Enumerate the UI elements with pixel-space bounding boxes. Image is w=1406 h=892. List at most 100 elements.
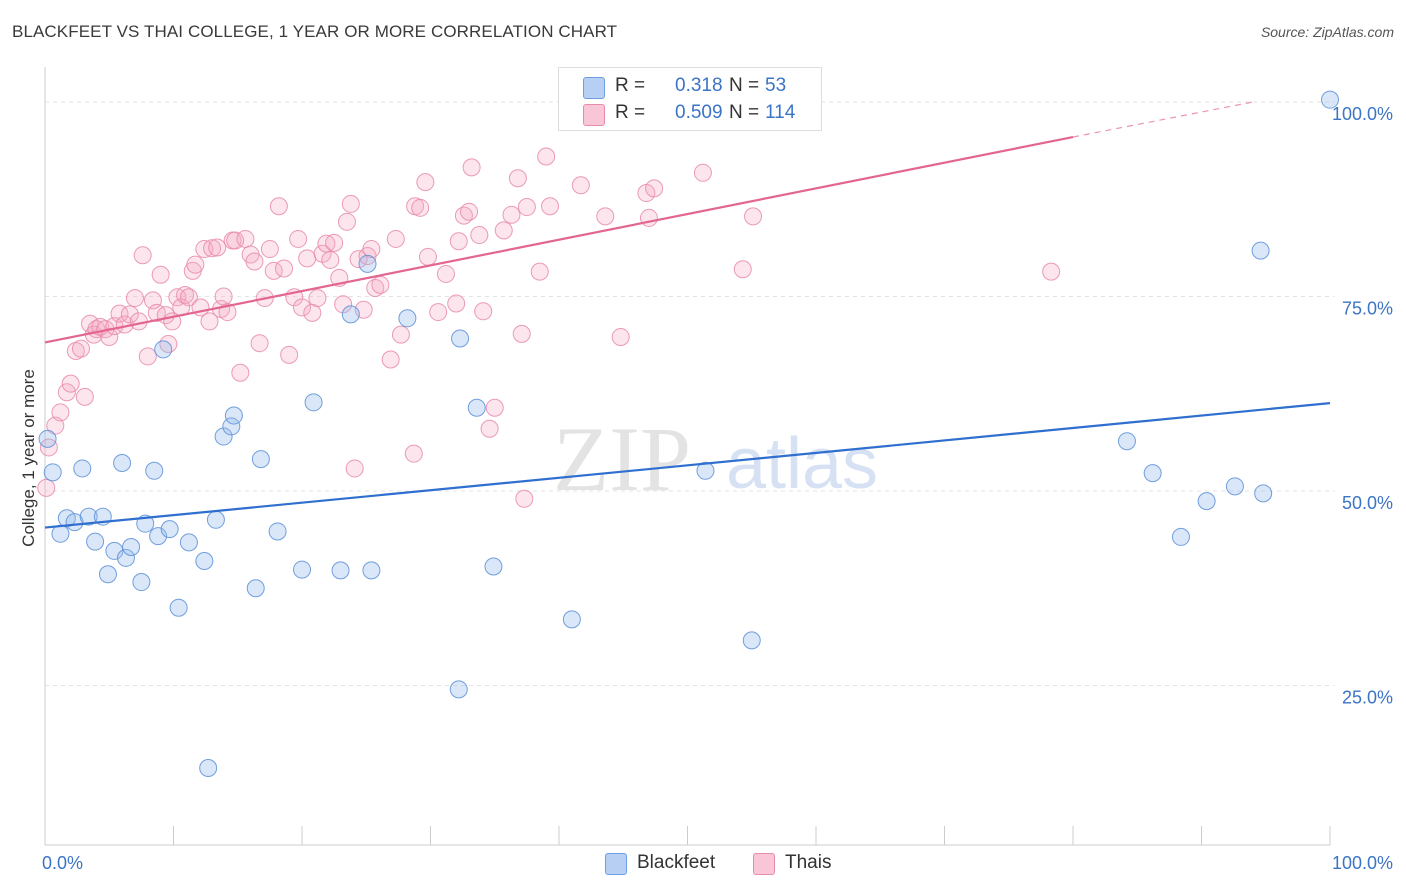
blackfeet-point [79, 507, 98, 526]
blackfeet-point [43, 463, 62, 482]
blackfeet-point [341, 305, 360, 324]
thais-point [200, 312, 219, 331]
thais-point [133, 246, 152, 265]
thais-point [275, 259, 294, 278]
blackfeet-point [1171, 527, 1190, 546]
thais-point [571, 176, 590, 195]
blackfeet-point [98, 565, 117, 584]
thais-point [51, 403, 70, 422]
thais-point [125, 289, 144, 308]
blackfeet-point [331, 561, 350, 580]
blackfeet-point [293, 560, 311, 579]
blackfeet-point [214, 427, 233, 446]
blackfeet-point [38, 429, 57, 448]
legend-n-label: N = [729, 102, 760, 123]
blackfeet-point [398, 309, 417, 328]
thais-point [460, 202, 479, 221]
thais-point [203, 239, 222, 258]
thais-point [418, 247, 437, 266]
thais-point [611, 327, 630, 346]
blackfeet-point [179, 533, 198, 552]
thais-point [447, 294, 466, 313]
thais-point [151, 265, 170, 284]
thais-point [195, 240, 214, 259]
thais-point [269, 197, 288, 216]
stats-legend: R = 0.318 N = 53 R = 0.509 N = 114 [558, 67, 822, 131]
thais-trend-line [44, 135, 1074, 344]
thais-point [293, 298, 311, 317]
blackfeet-point [105, 541, 124, 560]
thais-point [530, 262, 549, 281]
blackfeet-point [1225, 477, 1244, 496]
thais-point [494, 221, 513, 240]
blackfeet-point [199, 758, 218, 777]
axes-layer [44, 67, 1331, 846]
series-label-blackfeet: Blackfeet [637, 852, 716, 873]
thais-point [436, 264, 455, 283]
thais-point [508, 169, 527, 188]
thais-point [120, 305, 139, 324]
blackfeet-point [246, 579, 265, 598]
thais-point [325, 233, 344, 252]
thais-point [179, 288, 198, 307]
thais-point [37, 478, 56, 497]
thais-point [391, 325, 410, 344]
thais-point [308, 289, 327, 308]
thais-point [208, 238, 227, 257]
blackfeet-point [251, 450, 270, 469]
x-tick-label-max: 100.0% [1332, 853, 1393, 873]
blackfeet-point [1197, 492, 1216, 511]
thais-point [245, 252, 264, 271]
blackfeet-point [65, 513, 84, 532]
thais-point [46, 416, 65, 435]
blackfeet-point [145, 461, 164, 480]
thais-point [744, 207, 763, 226]
legend-swatch-thais [583, 104, 605, 126]
blackfeet-point [116, 548, 135, 567]
thais-point [250, 334, 269, 353]
y-tick-label: 50.0% [1342, 493, 1393, 513]
thais-point [381, 350, 400, 369]
thais-point [159, 334, 178, 353]
blackfeet-point [449, 680, 468, 699]
thais-point [345, 459, 364, 478]
thais-point [289, 229, 308, 248]
chart-title: BLACKFEET VS THAI COLLEGE, 1 YEAR OR MOR… [12, 22, 618, 41]
thais-point [321, 250, 340, 269]
thais-point [502, 205, 521, 224]
thais-point [512, 324, 531, 343]
blackfeet-point [136, 514, 155, 533]
blackfeet-point [1251, 241, 1270, 260]
watermark-zip: ZIP [553, 408, 691, 510]
blackfeet-point [304, 393, 323, 412]
thais-point [470, 226, 489, 245]
blackfeet-point [195, 552, 214, 571]
blackfeet-point [484, 557, 503, 576]
thais-point [366, 278, 385, 297]
blackfeet-point [562, 610, 581, 629]
legend-n-label: N = [729, 75, 760, 96]
thais-point [416, 173, 435, 192]
blackfeet-point [467, 398, 486, 417]
y-tick-label: 75.0% [1342, 299, 1393, 319]
thais-point [214, 287, 233, 306]
blackfeet-point [160, 520, 179, 539]
thais-point [411, 198, 430, 217]
legend-n-value: 114 [765, 102, 796, 123]
thais-point [386, 229, 405, 248]
thais-point [57, 383, 76, 402]
grid-layer [45, 101, 1335, 687]
legend-r-value: 0.318 [675, 75, 723, 96]
y-tick-label: 25.0% [1342, 688, 1393, 708]
source-credit: Source: ZipAtlas.com [1260, 24, 1394, 40]
thais-point [537, 147, 556, 166]
thais-point [334, 295, 353, 314]
series-label-thais: Thais [785, 852, 832, 873]
watermark-atlas: atlas [726, 424, 878, 504]
blackfeet-point [742, 631, 761, 650]
thais-point [236, 229, 255, 248]
thais-point [75, 387, 94, 406]
thais-point [341, 194, 360, 213]
series-swatch-thais [753, 853, 775, 875]
